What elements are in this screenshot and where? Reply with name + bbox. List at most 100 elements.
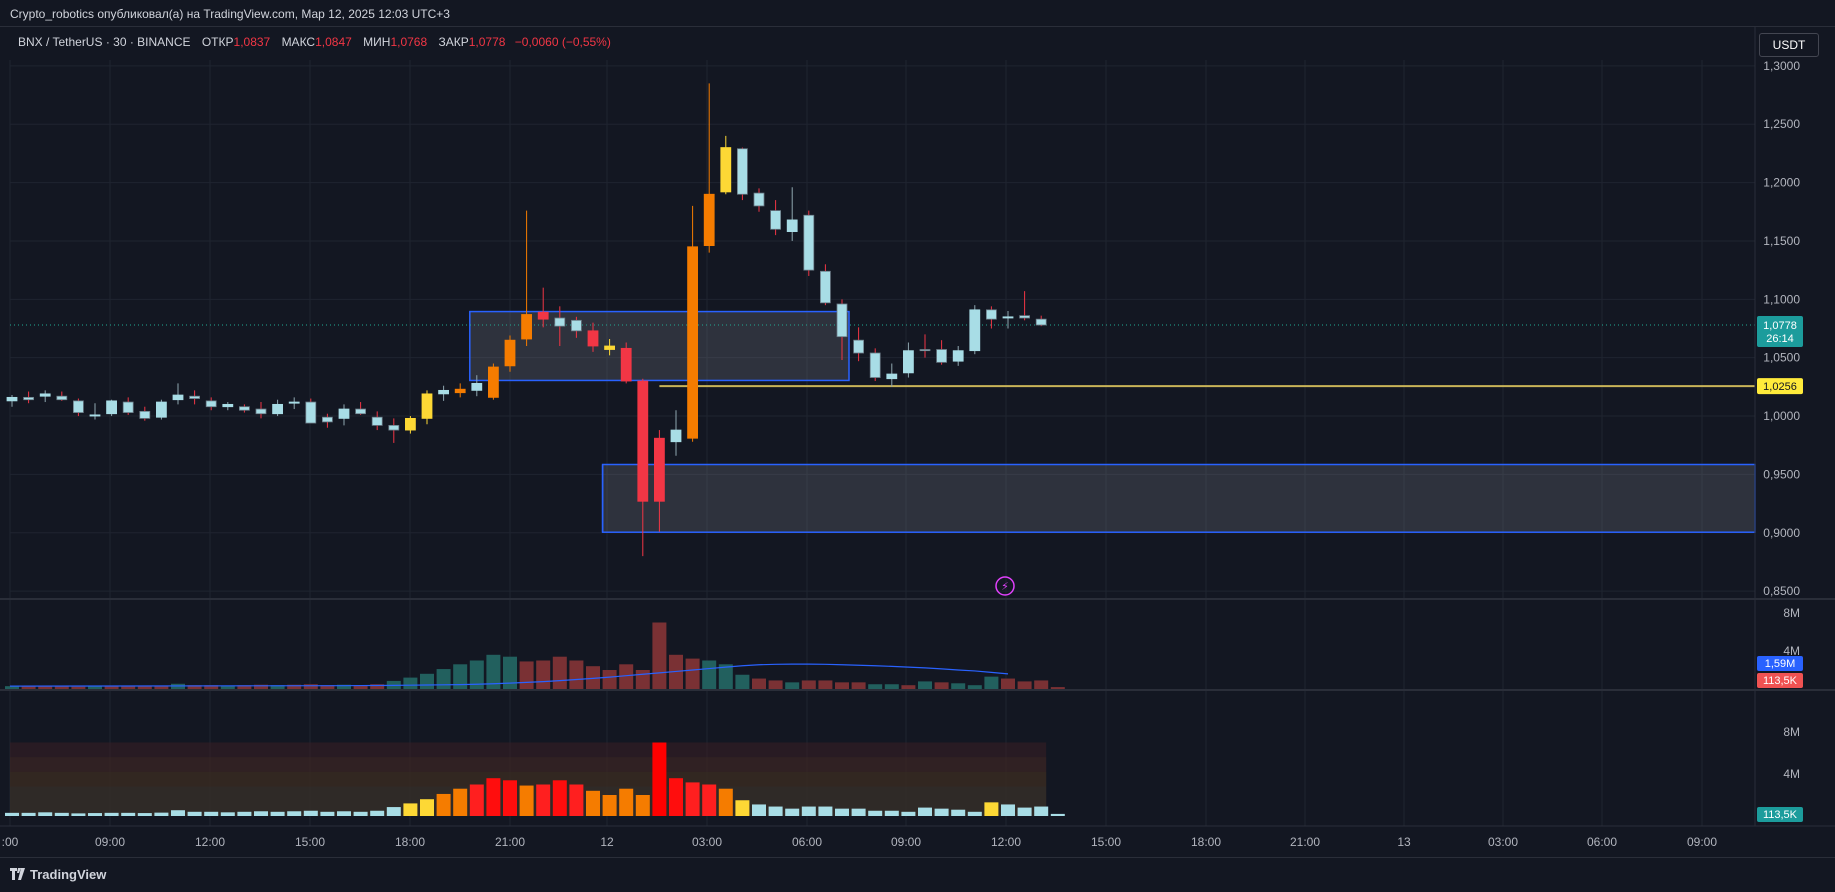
volume2-bar [602,795,617,816]
volume2-bar [785,808,800,816]
price-tick-label: 1,0000 [1763,409,1800,423]
volume2-bar [669,778,683,816]
volume2-bar [619,788,634,816]
price-tick-label: 1,3000 [1763,59,1800,73]
volume2-bar [851,808,866,816]
volume-bar [918,681,932,689]
volume-bar [237,685,252,689]
volume2-bar [320,811,335,816]
time-tick-label: 06:00 [1587,835,1617,849]
candle-body [1002,316,1014,319]
candle-body [537,311,549,320]
volume2-bar [403,803,418,816]
volume-bar [154,685,169,689]
volume2-bar [702,784,717,816]
volume2-bar [685,782,700,816]
candle-body [903,350,914,374]
volume2-last-label-bg [1757,807,1803,822]
volume-bar [486,654,501,689]
volume-bar [951,683,966,689]
time-tick-label: 21:00 [1290,835,1320,849]
last-price-label: 1,0778 [1763,320,1797,332]
candle-body [321,416,333,423]
volume-bar [121,686,136,689]
volume-bar [5,686,19,689]
candle-body [388,424,400,431]
candle-body [504,339,516,367]
volume2-bar [901,811,916,816]
volume-ma-label-bg [1757,656,1803,671]
volume2-bar [137,813,152,816]
volume-bar [370,684,385,689]
currency-button[interactable]: USDT [1759,33,1819,57]
volume-bar [71,686,86,689]
volume2-bar [54,812,69,816]
volume2-bar [353,811,368,816]
volume2-bar [884,810,899,816]
volume2-bar [801,806,816,816]
volume2-last-label: 113,5K [1763,809,1798,821]
volume2-bar [38,812,53,816]
volume2-bar [303,810,318,816]
candle-body [737,148,748,195]
volume-bar [1050,687,1065,689]
candle-body [986,309,997,320]
volume2-bar [951,809,966,816]
candle-body [554,317,566,327]
time-tick-label: 21:00 [495,835,525,849]
candle-body [89,414,101,417]
price-tick-label: 1,1000 [1763,292,1800,306]
symbol-name[interactable]: BNX / TetherUS · 30 · BINANCE [18,35,191,49]
candle-body [288,401,300,404]
volume-bar [702,660,717,689]
volume-bar [403,677,418,689]
axes: 1,3000 1,2500 1,2000 1,1500 1,1000 1,0500 1,00… [0,26,1835,849]
candle-body [753,192,765,207]
volume2-bar [187,811,202,816]
brand-name: TradingView [30,867,107,882]
price-tick-label: 0,8500 [1763,584,1800,598]
candle-body [521,314,532,340]
lightning-icon-glyph: ⚡ [1001,580,1009,593]
volume-bar [320,685,335,689]
volume-bar [835,682,849,689]
candle-body [6,396,18,402]
candle-body [139,410,151,419]
candle-body [604,345,615,350]
volume2-bar [104,812,119,816]
time-tick-label: 03:00 [692,835,722,849]
volume-bar [884,684,899,689]
countdown-label: 26:14 [1766,333,1794,345]
time-tick-label: 09:00 [1687,835,1717,849]
publish-line: Crypto_robotics опубликовал(а) на Tradin… [10,7,450,21]
open-label: ОТКР [201,35,234,49]
open-value: 1,0837 [233,35,271,49]
volume-last-label: 113,5K [1763,675,1798,687]
candle-body [438,389,450,395]
time-tick-label: 09:00 [891,835,921,849]
volume2-bar [768,806,783,816]
candle-body [1035,318,1047,326]
volume-bar [1017,681,1032,689]
candle-body [670,429,682,443]
volume2-bar [204,811,219,816]
price-tick-label: 0,9500 [1763,467,1800,481]
candle-body [1019,315,1030,319]
candle-body [620,347,632,382]
candle-body [122,401,134,413]
tradingview-logo[interactable]: TradingView [10,867,106,882]
volume2-bar [237,811,252,816]
volume-bar [287,684,302,689]
volume2-bar [469,784,484,816]
candle-body [355,408,367,415]
candle-body [886,373,898,380]
candle-body [936,349,947,363]
candle-body [56,395,68,401]
volume-bar [270,685,285,689]
volume2-bar [220,812,235,816]
candle-body [587,330,599,347]
volume-bar [254,684,268,689]
volume-bar [1034,680,1049,689]
candle-body [654,437,665,502]
